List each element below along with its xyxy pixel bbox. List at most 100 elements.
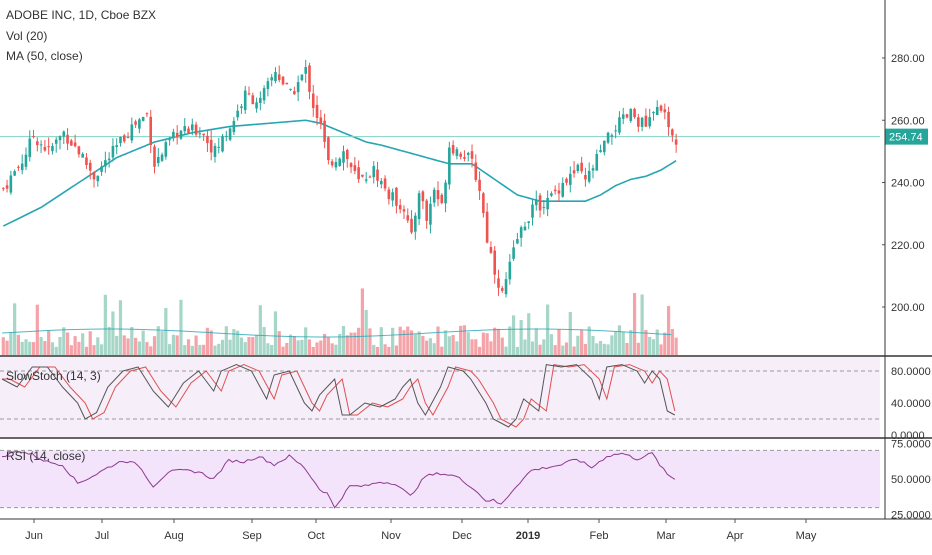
volume-bar <box>659 344 663 355</box>
candle-body <box>149 116 153 146</box>
volume-bar <box>88 331 92 355</box>
volume-bar <box>73 336 77 355</box>
candle-body <box>497 278 500 288</box>
candle-body <box>232 120 236 133</box>
candle-body <box>361 174 364 177</box>
volume-bar <box>500 337 504 355</box>
volume-bar <box>179 299 183 355</box>
candle-body <box>259 97 262 104</box>
volume-bar <box>285 342 289 355</box>
volume-bar <box>307 339 312 355</box>
volume-bar <box>24 339 28 355</box>
candle-body <box>100 166 103 172</box>
volume-bar <box>243 342 247 355</box>
candle-body <box>308 65 311 92</box>
candle-body <box>2 188 5 190</box>
rsi-tick-label: 75.0000 <box>891 438 931 450</box>
volume-bar <box>391 327 395 355</box>
volume-bar <box>319 340 323 355</box>
volume-bar <box>576 335 580 355</box>
time-tick-label: Apr <box>726 530 743 542</box>
volume-bar <box>409 330 414 355</box>
volume-bar <box>368 328 372 355</box>
volume-bar <box>47 330 51 355</box>
volume-bar <box>65 332 70 355</box>
volume-bar <box>606 344 610 355</box>
candle-body <box>482 193 485 214</box>
volume-bar <box>383 344 387 355</box>
candle-body <box>296 82 300 93</box>
volume-bar <box>477 346 482 355</box>
candle-body <box>640 117 644 127</box>
candle-body <box>225 135 228 137</box>
stoch-legend: SlowStoch (14, 3) <box>6 369 101 383</box>
volume-bar <box>504 346 508 355</box>
candle-body <box>160 154 164 161</box>
time-tick-label: Oct <box>307 530 324 542</box>
candle-body <box>410 218 413 233</box>
volume-bar <box>69 345 73 355</box>
candle-body <box>51 145 54 152</box>
volume-bar <box>338 334 342 355</box>
volume-bar <box>481 332 485 355</box>
candle-body <box>569 173 572 185</box>
stoch-d-line <box>2 364 676 428</box>
price-pane: 280.00 260.00 240.00 220.00 200.00 254.74 <box>0 53 928 314</box>
volume-bar <box>364 309 368 355</box>
candle-body <box>414 215 417 232</box>
volume-bar <box>152 336 157 355</box>
candle-body <box>542 207 546 209</box>
volume-bar <box>598 341 603 355</box>
candle-body <box>262 88 266 101</box>
candle-body <box>576 164 580 171</box>
price-tick-label: 260.00 <box>891 115 925 127</box>
last-price-label: 254.74 <box>889 132 923 144</box>
candle-body <box>156 156 160 164</box>
candle-body <box>463 157 466 159</box>
candle-body <box>330 161 334 166</box>
volume-bar <box>349 332 353 355</box>
volume-bar <box>35 304 39 355</box>
symbol-legend: ADOBE INC, 1D, Cboe BZX <box>6 8 157 22</box>
volume-bar <box>670 329 674 355</box>
volume-bar <box>360 288 364 355</box>
candle-body <box>380 180 383 185</box>
volume-bar <box>5 340 9 355</box>
candle-body <box>572 170 576 174</box>
candle-body <box>277 74 281 80</box>
volume-bar <box>357 327 361 355</box>
volume-bar <box>217 343 221 355</box>
volume-bar <box>122 335 126 355</box>
volume-bar <box>625 342 629 355</box>
volume-bar <box>202 344 206 355</box>
candle-body <box>85 157 88 166</box>
candle-body <box>240 106 243 109</box>
rsi-legend: RSI (14, close) <box>6 449 86 463</box>
price-tick-label: 200.00 <box>891 302 925 314</box>
volume-bar <box>266 343 270 355</box>
candle-body <box>243 90 247 111</box>
time-tick-label: Mar <box>657 530 676 542</box>
volume-bar <box>247 337 251 355</box>
volume-bar <box>655 329 659 355</box>
candle-body <box>126 137 130 139</box>
volume-bar <box>580 329 584 355</box>
volume-bar <box>549 334 553 355</box>
volume-bar <box>99 344 104 355</box>
candle-body <box>115 145 118 148</box>
candle-body <box>28 138 32 158</box>
candle-body <box>270 77 273 81</box>
volume-bar <box>644 330 648 355</box>
time-tick-label: Jun <box>25 530 43 542</box>
volume-bar <box>28 341 32 355</box>
time-tick-label: Feb <box>590 530 609 542</box>
candle-body <box>5 185 9 189</box>
volume-bar <box>459 325 463 355</box>
candle-body <box>364 179 368 181</box>
volume-bar <box>270 344 274 355</box>
volume-bar <box>281 346 285 355</box>
candle-body <box>531 204 534 218</box>
candle-body <box>107 158 111 161</box>
candle-body <box>319 117 323 124</box>
